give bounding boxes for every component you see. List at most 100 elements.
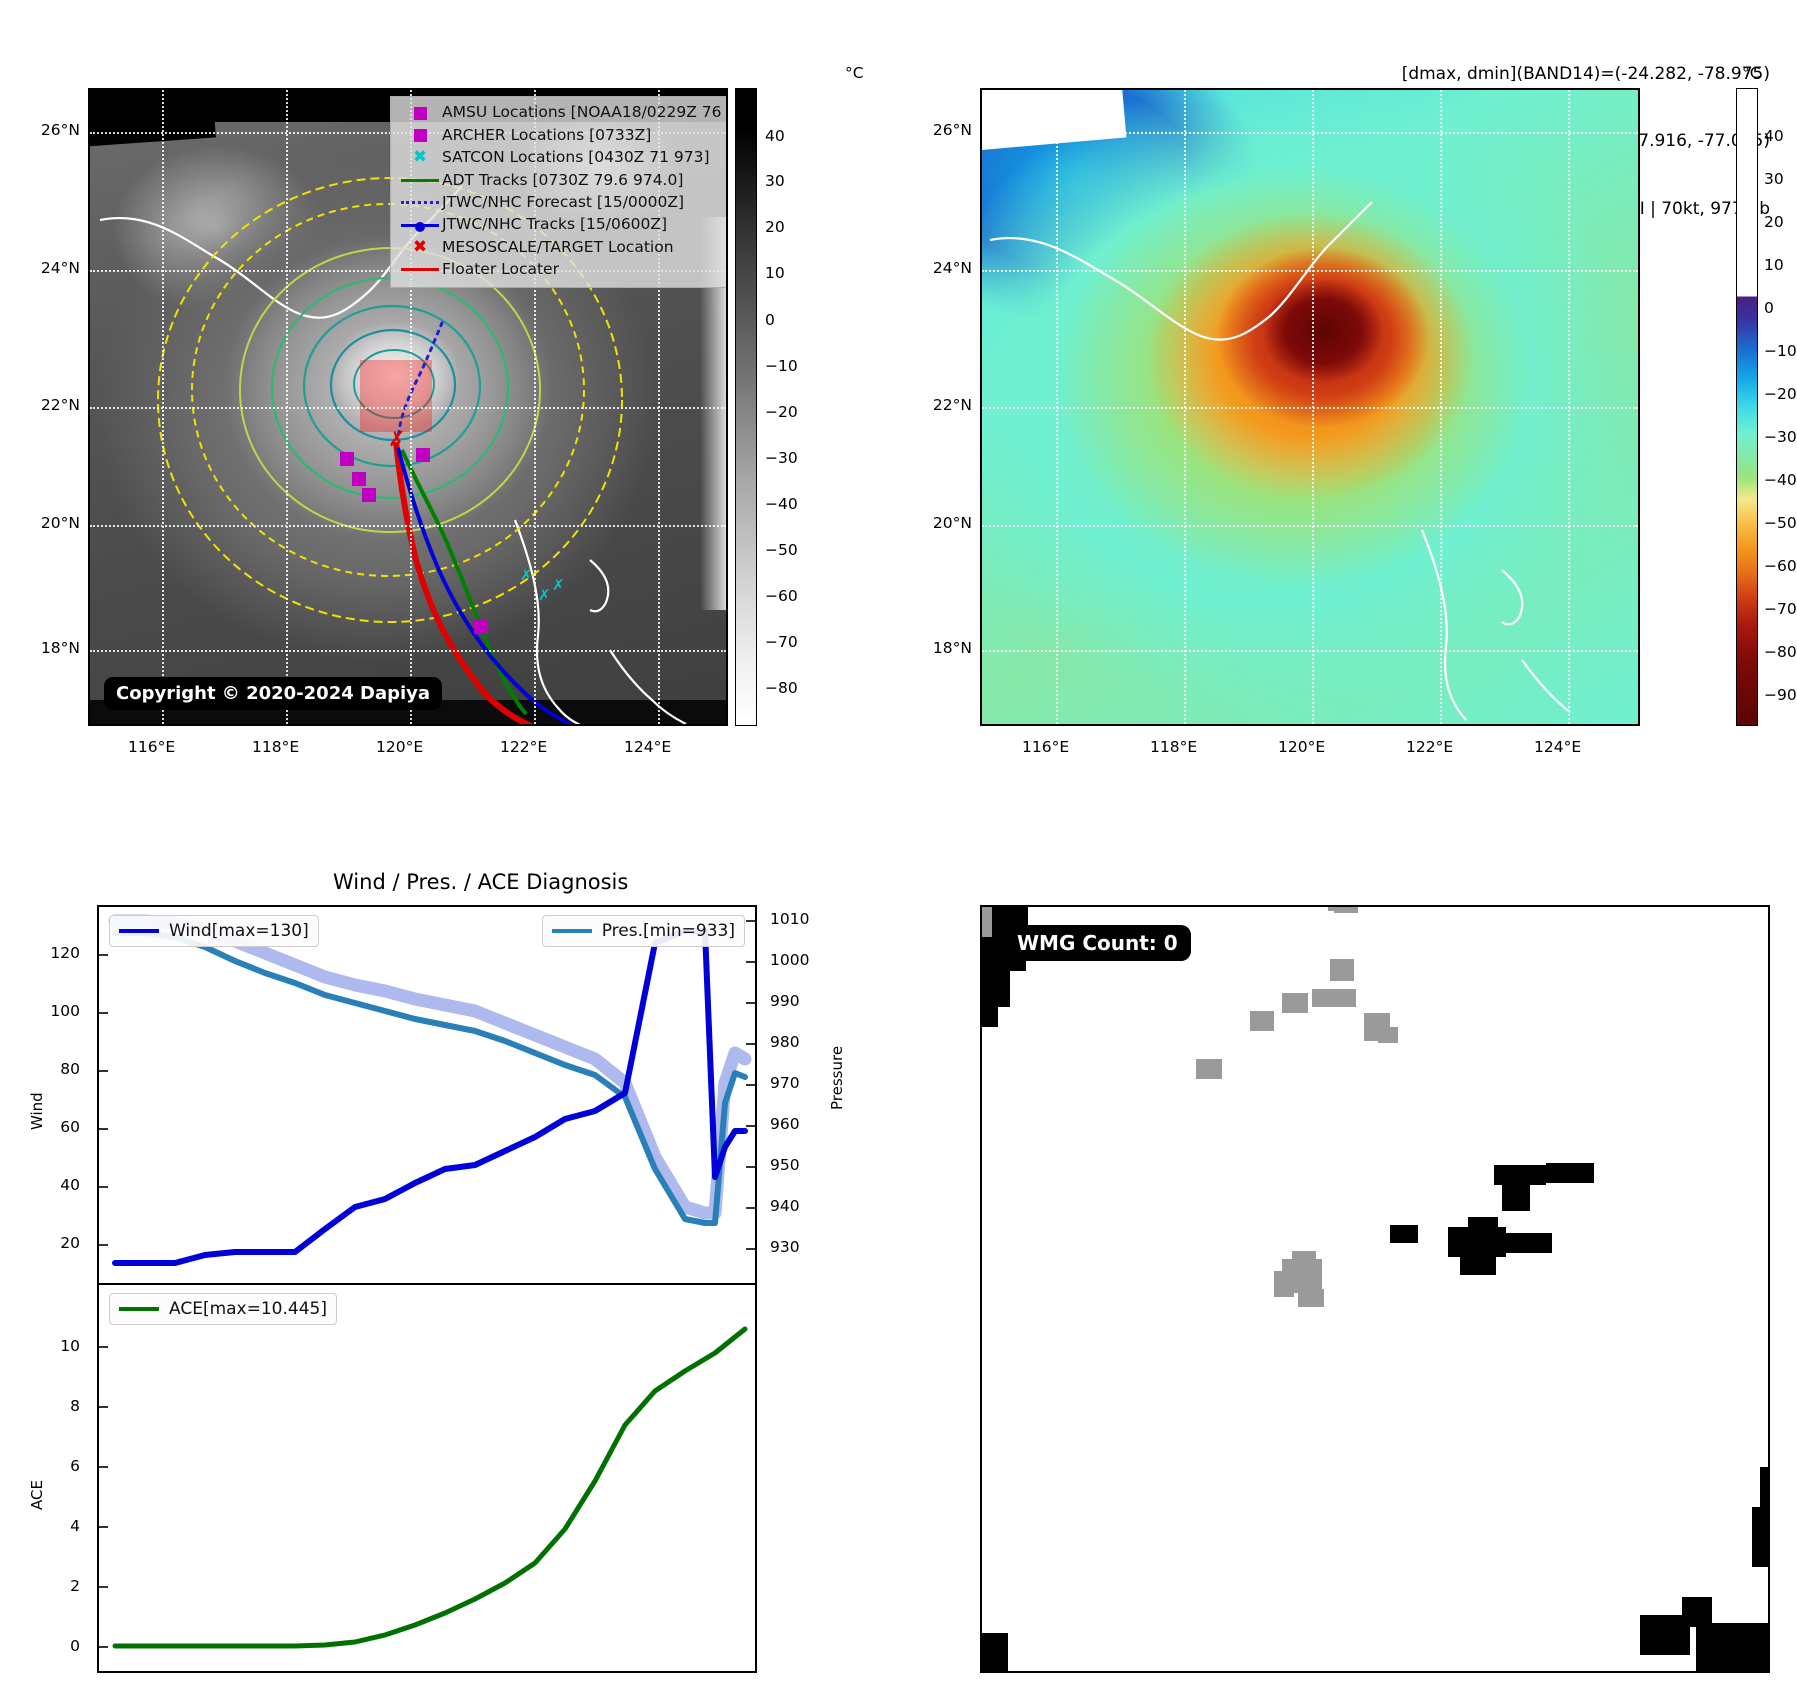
ir-cbar-tick: 10 (765, 264, 785, 282)
ir-lon-tick: 118°E (252, 738, 300, 756)
ir-coastlines: ✗ ✗ ✗ ✗ (99, 177, 687, 724)
pressure-ytick: 970 (770, 1074, 800, 1092)
wmg-panel[interactable]: WMG Count: 0 (980, 905, 1770, 1673)
ir-cbar-tick: −20 (765, 403, 798, 421)
awv-lon-tick: 118°E (1150, 738, 1198, 756)
awv-satellite-map[interactable] (980, 88, 1640, 726)
tracks-line-marker-icon (398, 221, 442, 232)
pressure-ytick: 980 (770, 1033, 800, 1051)
ir-lat-tick: 22°N (40, 396, 80, 414)
wind-legend[interactable]: Wind[max=130] (109, 915, 319, 947)
floater-line-icon (398, 268, 442, 272)
grid-lat-26 (982, 132, 1638, 134)
svg-text:✗: ✗ (388, 427, 406, 451)
archer-square-icon (398, 129, 442, 143)
grid-lon-124 (658, 90, 660, 724)
legend-item-satcon[interactable]: ✖ SATCON Locations [0430Z 71 973] (398, 147, 726, 169)
awv-colorbar-unit: °C (1742, 64, 1761, 82)
legend-label: JTWC/NHC Tracks [15/0600Z] (442, 215, 668, 234)
ir-colorbar (735, 88, 757, 726)
ir-cbar-tick: −70 (765, 633, 798, 651)
grid-lat-18 (90, 650, 726, 652)
wind-ytick: 80 (60, 1060, 80, 1078)
grid-lon-122 (1440, 90, 1442, 724)
awv-lat-tick: 18°N (932, 639, 972, 657)
grid-lon-124 (1568, 90, 1570, 724)
ace-ytick: 4 (70, 1517, 80, 1535)
ir-lat-tick: 20°N (40, 514, 80, 532)
ir-cbar-tick: 20 (765, 218, 785, 236)
ir-lon-tick: 116°E (128, 738, 176, 756)
ir-cbar-tick: 0 (765, 311, 775, 329)
awv-lon-tick: 122°E (1406, 738, 1454, 756)
awv-cbar-tick: 10 (1764, 256, 1784, 274)
ace-ytick: 10 (60, 1337, 80, 1355)
pressure-ytick: 940 (770, 1197, 800, 1215)
legend-item-mesoscale[interactable]: ✖ MESOSCALE/TARGET Location (398, 236, 726, 258)
grid-lat-22 (90, 407, 726, 409)
awv-coastlines (989, 201, 1571, 721)
ir-cbar-tick: −50 (765, 541, 798, 559)
wind-pressure-chart[interactable]: Wind[max=130] Pres.[min=933] (97, 905, 757, 1305)
ace-ytick: 6 (70, 1457, 80, 1475)
wind-ytick: 40 (60, 1176, 80, 1194)
legend-item-floater[interactable]: Floater Locater (398, 259, 726, 281)
grid-lat-20 (982, 525, 1638, 527)
grid-lat-20 (90, 525, 726, 527)
ir-lon-tick: 122°E (500, 738, 548, 756)
wind-ytick: 60 (60, 1118, 80, 1136)
awv-cbar-tick: 20 (1764, 213, 1784, 231)
ir-cbar-tick: −40 (765, 495, 798, 513)
wind-pressure-plot (99, 914, 755, 1266)
ir-cbar-tick: −30 (765, 449, 798, 467)
legend-label: AMSU Locations [NOAA18/0229Z 76 974] (442, 103, 726, 122)
ir-lat-tick: 18°N (40, 639, 80, 657)
awv-lon-tick: 116°E (1022, 738, 1070, 756)
awv-cbar-tick: −70 (1764, 600, 1797, 618)
awv-lat-tick: 22°N (932, 396, 972, 414)
grid-lon-116 (162, 90, 164, 724)
amsu-square-icon (398, 106, 442, 120)
wind-line-icon (119, 929, 159, 933)
grid-lon-122 (534, 90, 536, 724)
wmg-blobs (982, 907, 1768, 1671)
ace-ytick: 2 (70, 1577, 80, 1595)
awv-cbar-tick: −10 (1764, 342, 1797, 360)
ir-cbar-tick: 30 (765, 172, 785, 190)
legend-item-adt[interactable]: ADT Tracks [0730Z 79.6 974.0] (398, 169, 726, 191)
ir-satellite-map[interactable]: ✗ ✗ ✗ ✗ AMSU Locations [NOAA18/0229Z 76 … (88, 88, 728, 726)
ir-cbar-tick: −80 (765, 679, 798, 697)
legend-item-forecast[interactable]: JTWC/NHC Forecast [15/0000Z] (398, 192, 726, 214)
pressure-ytick: 960 (770, 1115, 800, 1133)
pressure-ytick: 930 (770, 1238, 800, 1256)
wind-axis-label: Wind (28, 1092, 46, 1130)
legend-item-amsu[interactable]: AMSU Locations [NOAA18/0229Z 76 974] (398, 102, 726, 124)
legend-label: ARCHER Locations [0733Z] (442, 125, 652, 144)
annotation-band14: [dmax, dmin](BAND14)=(-24.282, -78.975) (1401, 63, 1770, 84)
ir-colorbar-unit: °C (845, 64, 864, 82)
legend-label: SATCON Locations [0430Z 71 973] (442, 148, 710, 167)
awv-cbar-tick: −80 (1764, 643, 1797, 661)
awv-cbar-tick: −20 (1764, 385, 1797, 403)
wmg-count-badge: WMG Count: 0 (1004, 925, 1191, 961)
ace-legend[interactable]: ACE[max=10.445] (109, 1293, 337, 1325)
ir-lon-tick: 120°E (376, 738, 424, 756)
legend-item-archer[interactable]: ARCHER Locations [0733Z] (398, 124, 726, 146)
ir-lat-tick: 26°N (40, 121, 80, 139)
awv-lat-tick: 24°N (932, 259, 972, 277)
legend-label: MESOSCALE/TARGET Location (442, 237, 674, 256)
grid-lon-120 (410, 90, 412, 724)
ace-chart[interactable]: ACE[max=10.445] (97, 1283, 757, 1673)
grid-lat-22 (982, 407, 1638, 409)
grid-lon-118 (286, 90, 288, 724)
legend-label: JTWC/NHC Forecast [15/0000Z] (442, 193, 685, 211)
pressure-legend[interactable]: Pres.[min=933] (541, 915, 745, 947)
map-legend[interactable]: AMSU Locations [NOAA18/0229Z 76 974] ARC… (390, 96, 726, 289)
ace-legend-label: ACE[max=10.445] (169, 1299, 327, 1319)
legend-item-tracks[interactable]: JTWC/NHC Tracks [15/0600Z] (398, 214, 726, 236)
ir-lon-tick: 124°E (624, 738, 672, 756)
svg-text:✗: ✗ (552, 576, 565, 594)
legend-label: Floater Locater (442, 260, 559, 279)
svg-text:✗: ✗ (538, 586, 551, 604)
awv-cbar-tick: 30 (1764, 170, 1784, 188)
